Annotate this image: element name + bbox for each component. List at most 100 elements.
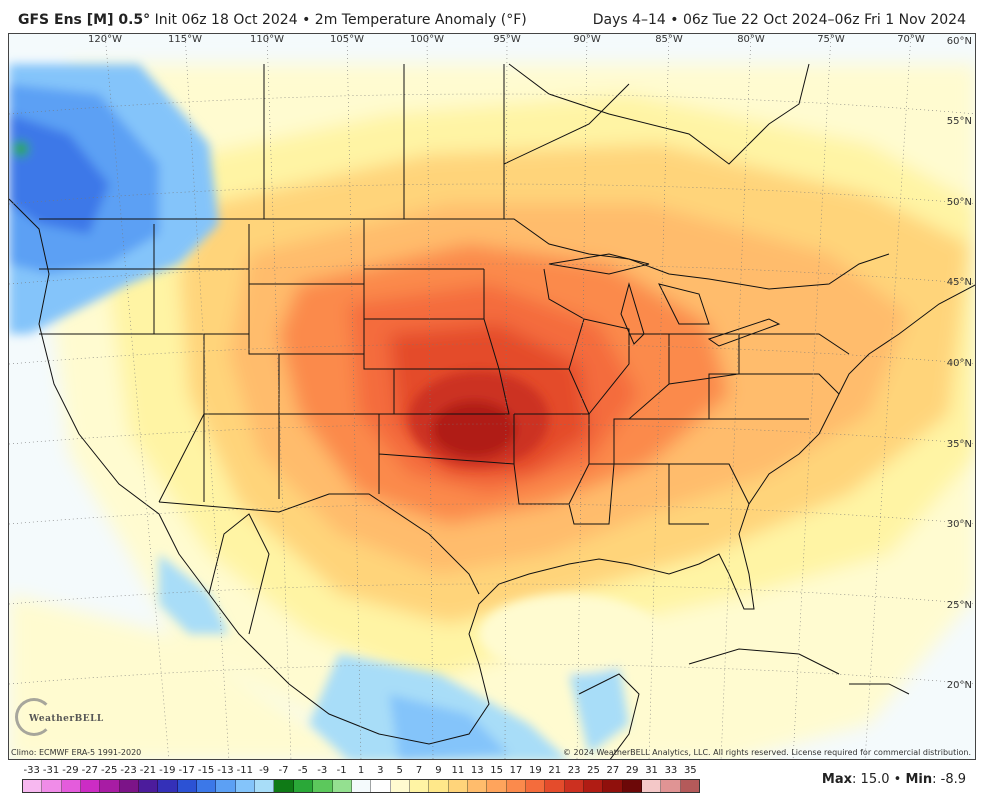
colorbar-tick-label: 17 [509,765,523,776]
max-value: 15.0 [860,772,890,787]
us-mexico-border [158,493,480,595]
lat-label: 45°N [946,277,972,288]
lat-label: 35°N [946,439,972,450]
colorbar-swatch [274,780,294,792]
colorbar-swatch [409,780,430,792]
colorbar-tick-label: 5 [396,765,403,776]
colorbar-tick-label: -1 [336,765,347,776]
colorbar-tick-label: -23 [120,765,137,776]
colorbar-tick-label: -3 [317,765,328,776]
colorbar-swatch [216,780,236,792]
colorbar-swatch [564,780,584,792]
init-time: Init 06z 18 Oct 2024 [154,12,298,28]
colorbar-tick-label: 1 [357,765,365,776]
colorbar-swatch [332,780,352,792]
coastline-north-america [9,198,975,745]
hudson-bay [508,63,810,165]
lat-label: 30°N [946,519,972,530]
colorbar-tick-label: -29 [62,765,79,776]
colorbar-tick-label: -11 [236,765,253,776]
lon-label: 80°W [737,34,765,45]
colorbar-swatch [313,780,333,792]
colorbar-tick-label: 21 [548,765,562,776]
colorbar-tick-label: -33 [23,765,40,776]
colorbar-tick-label: 31 [645,765,658,776]
colorbar-swatch [429,780,449,792]
colorbar-swatch [680,780,700,792]
lon-label: 75°W [817,34,845,45]
lon-label: 120°W [88,34,122,45]
colorbar-swatch [177,780,198,792]
logo-swirl-icon [15,698,53,736]
map-canvas [9,34,975,759]
boundaries [9,63,975,759]
colorbar-labels: -33 -31 -29 -27 -25 -23 -21 -19 -17 -15 -13 -11 -9 -7… [14,765,704,777]
colorbar-swatch [42,780,62,792]
anomaly-core-inner [432,401,516,457]
colorbar-tick-label: 27 [606,765,620,776]
colorbar-swatch [371,780,391,792]
climo-note: Climo: ECMWF ERA-5 1991-2020 [11,748,142,757]
lake-superior [548,253,650,275]
lake-michigan [620,282,645,345]
lon-label: 100°W [410,34,444,45]
field-name: 2m Temperature Anomaly (°F) [314,12,527,28]
lon-label: 85°W [655,34,683,45]
colorbar-swatch [23,780,43,792]
colorbar-tick-label: 29 [625,765,639,776]
hispaniola [849,683,910,695]
colorbar-swatch [525,780,546,792]
colorbar-tick-label: 3 [377,765,384,776]
colorbar-swatch [487,780,507,792]
lon-label: 90°W [573,34,601,45]
colorbar-tick-label: 11 [451,765,465,776]
cold-anomaly-peak [13,141,29,157]
colorbar-swatch [119,780,140,792]
lon-label: 105°W [330,34,364,45]
weatherbell-logo: WeatherBELL [13,696,103,742]
max-min-stats: Max: 15.0 • Min: -8.9 [821,772,966,787]
lon-label: 70°W [897,34,925,45]
colorbar-swatch [255,780,275,792]
lat-label: 20°N [946,680,972,691]
lat-label: 60°N [946,36,972,47]
graticule [9,34,975,759]
copyright-note: © 2024 WeatherBELL Analytics, LLC. All r… [563,748,971,757]
colorbar-tick-label: -25 [100,765,118,776]
colorbar-tick-label: -5 [297,765,308,776]
colorbar-tick-label: 33 [664,765,678,776]
colorbar-swatch [583,780,604,792]
colorbar-swatch [603,780,623,792]
colorbar-swatch [197,780,217,792]
colorbar-tick-label: -19 [159,765,176,776]
colorbar-tick-label: 25 [587,765,600,776]
valid-range: Days 4–14 • 06z Tue 22 Oct 2024–06z Fri … [592,12,966,28]
colorbar-tick-label: 35 [683,765,697,776]
colorbar-swatch [139,780,159,792]
colorbar-swatch [622,780,642,792]
colorbar [22,779,700,793]
colorbar-tick-label: -15 [197,765,215,776]
lat-label: 25°N [946,600,972,611]
lat-label: 55°N [946,116,972,127]
anomaly-map[interactable]: 120°W 115°W 110°W 105°W 100°W 95°W 90°W … [8,33,976,760]
colorbar-tick-label: -9 [259,765,270,776]
colorbar-swatch [448,780,468,792]
lake-erie [707,318,781,347]
colorbar-tick-label: -13 [217,765,234,776]
lon-label: 95°W [493,34,521,45]
colorbar-swatch [506,780,526,792]
colorbar-tick-label: 13 [470,765,484,776]
colorbar-tick-label: -27 [81,765,98,776]
colorbar-swatch [158,780,178,792]
cold-anomaly-baja [159,554,229,634]
colorbar-swatch [661,780,681,792]
colorbar-swatch [642,780,662,792]
lon-label: 110°W [250,34,284,45]
baja-coast [208,513,270,635]
colorbar-swatch [351,780,372,792]
colorbar-tick-label: 9 [435,765,442,776]
lon-label: 115°W [168,34,202,45]
us-canada-border [39,218,890,290]
colorbar-swatch [81,780,101,792]
